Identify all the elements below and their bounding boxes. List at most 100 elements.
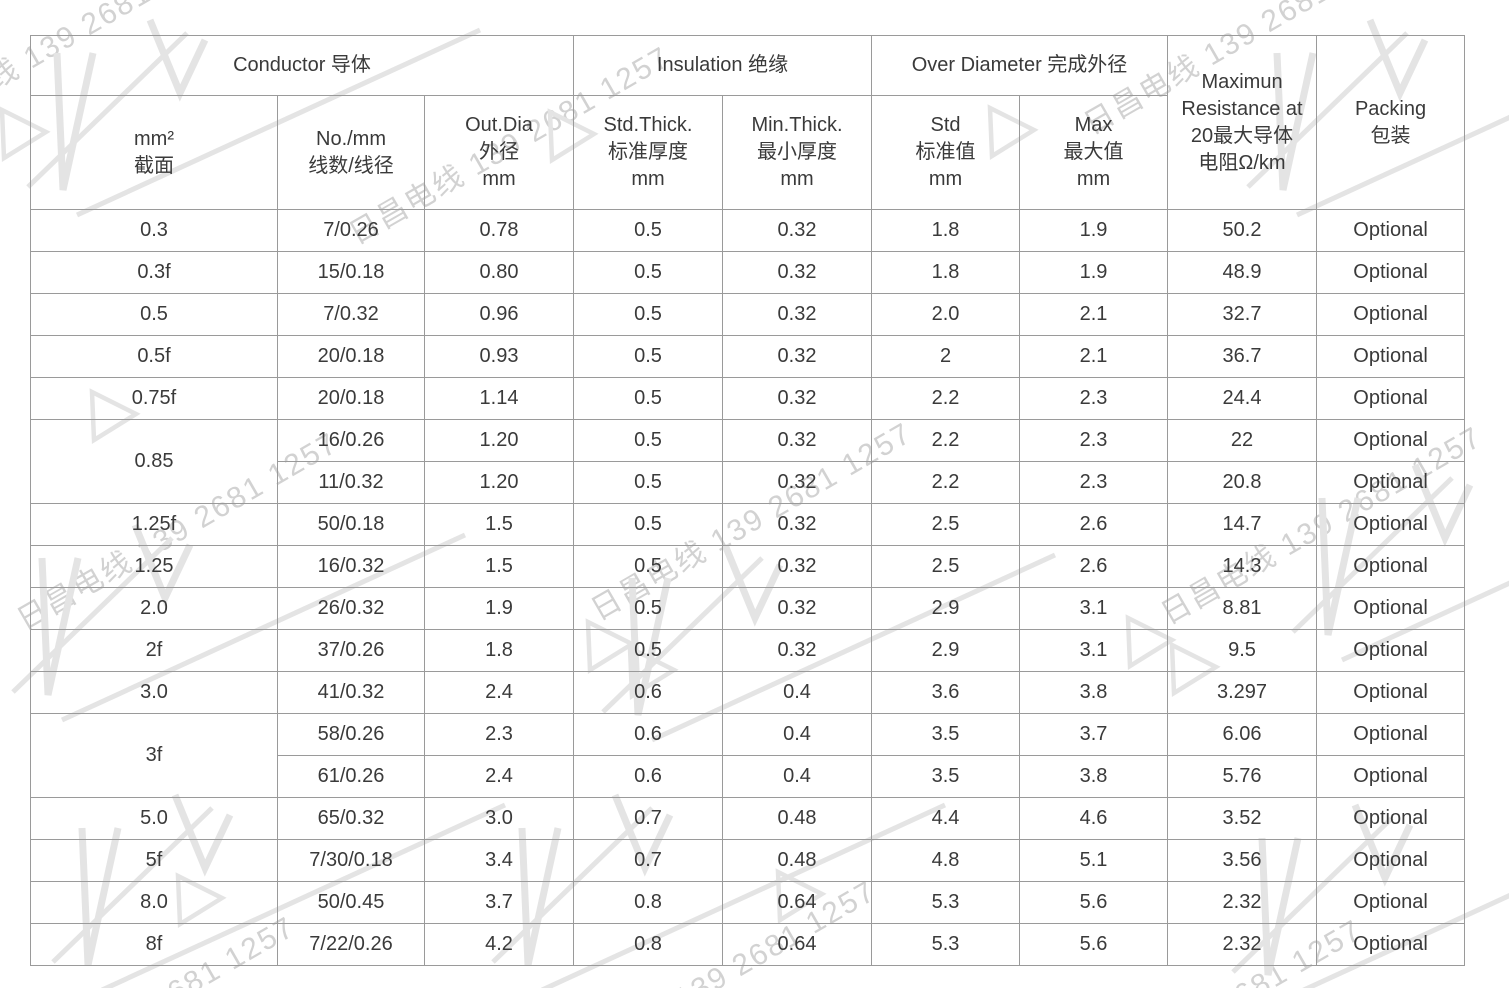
table-cell: 15/0.18: [277, 251, 425, 294]
table-cell: 2.6: [1019, 545, 1169, 588]
table-cell: 61/0.26: [277, 755, 425, 798]
table-cell: 9.5: [1167, 629, 1318, 672]
table-cell: 2.4: [424, 671, 574, 714]
table-cell: 0.3: [30, 209, 278, 252]
table-cell: Optional: [1316, 671, 1466, 714]
table-cell: 2.1: [1019, 293, 1169, 336]
table-cell: 2.3: [424, 713, 574, 756]
column-header: Min.Thick. 最小厚度 mm: [721, 95, 873, 210]
group-header: Over Diameter 完成外径: [871, 35, 1169, 96]
table-cell: 1.5: [424, 545, 574, 588]
table-cell: 1.9: [1019, 209, 1169, 252]
table-cell: Optional: [1316, 377, 1466, 420]
table-cell: 3.5: [871, 713, 1021, 756]
table-cell: 2.0: [30, 587, 278, 630]
table-cell: 8f: [30, 923, 278, 966]
table-cell: 2.2: [871, 377, 1021, 420]
table-cell: Optional: [1316, 629, 1466, 672]
table-cell: 0.5: [30, 293, 278, 336]
table-row: 0.3f 15/0.18 0.80 0.5 0.32 1.8 1.9 48.9 Optional: [30, 251, 1466, 294]
watermark-triangle: [0, 106, 51, 162]
table-cell: 50.2: [1167, 209, 1318, 252]
table-cell: 0.32: [721, 377, 873, 420]
table-cell: 2: [871, 335, 1021, 378]
table-cell: 0.4: [721, 713, 873, 756]
table-cell: 20/0.18: [277, 377, 425, 420]
table-cell: 24.4: [1167, 377, 1318, 420]
table-cell: 58/0.26: [277, 713, 425, 756]
table-cell: 1.9: [424, 587, 574, 630]
column-header: mm² 截面: [30, 95, 278, 210]
table-cell: 0.78: [424, 209, 574, 252]
spec-table-body: 0.3 7/0.26 0.78 0.5 0.32 1.8 1.9 50.2 Optional 0.…: [30, 209, 1466, 966]
table-row: 0.5f 20/0.18 0.93 0.5 0.32 2 2.1 36.7 Optional: [30, 335, 1466, 378]
table-cell: 0.6: [573, 755, 723, 798]
table-cell: 20.8: [1167, 461, 1318, 504]
table-cell: 32.7: [1167, 293, 1318, 336]
table-cell: 2.3: [1019, 377, 1169, 420]
table-cell: Optional: [1316, 293, 1466, 336]
table-cell: 0.8: [573, 923, 723, 966]
table-cell: 0.6: [573, 713, 723, 756]
table-cell: Optional: [1316, 461, 1466, 504]
table-cell: 1.8: [871, 251, 1021, 294]
table-cell: 1.20: [424, 461, 574, 504]
table-cell: Optional: [1316, 209, 1466, 252]
table-cell: 0.85: [30, 419, 278, 504]
table-cell: 0.93: [424, 335, 574, 378]
table-row: 0.75f 20/0.18 1.14 0.5 0.32 2.2 2.3 24.4 Optiona…: [30, 377, 1466, 420]
table-cell: 3.6: [871, 671, 1021, 714]
table-cell: 3.7: [1019, 713, 1169, 756]
table-cell: 0.5: [573, 209, 723, 252]
table-cell: 7/30/0.18: [277, 839, 425, 882]
table-cell: Optional: [1316, 545, 1466, 588]
table-cell: 0.32: [721, 587, 873, 630]
table-cell: 0.32: [721, 335, 873, 378]
table-cell: 3.8: [1019, 671, 1169, 714]
table-cell: 0.5: [573, 293, 723, 336]
table-cell: Optional: [1316, 335, 1466, 378]
table-cell: 1.8: [871, 209, 1021, 252]
table-cell: 1.14: [424, 377, 574, 420]
table-cell: 0.75f: [30, 377, 278, 420]
table-cell: 0.64: [721, 881, 873, 924]
table-cell: Optional: [1316, 251, 1466, 294]
table-cell: 2.32: [1167, 923, 1318, 966]
spec-table-container: Conductor 导体 Insulation 绝缘 Over Diameter 完…: [30, 35, 1466, 966]
table-cell: 4.6: [1019, 797, 1169, 840]
table-cell: Optional: [1316, 881, 1466, 924]
table-cell: 2.1: [1019, 335, 1169, 378]
table-row: 2f 37/0.26 1.8 0.5 0.32 2.9 3.1 9.5 Optional: [30, 629, 1466, 672]
table-cell: 2.0: [871, 293, 1021, 336]
table-cell: 0.3f: [30, 251, 278, 294]
column-header: Std.Thick. 标准厚度 mm: [573, 95, 723, 210]
table-row: 8.0 50/0.45 3.7 0.8 0.64 5.3 5.6 2.32 Optional: [30, 881, 1466, 924]
table-cell: 0.4: [721, 671, 873, 714]
table-cell: 2.5: [871, 545, 1021, 588]
table-row: 5.0 65/0.32 3.0 0.7 0.48 4.4 4.6 3.52 Optional: [30, 797, 1466, 840]
table-cell: 0.5: [573, 377, 723, 420]
table-cell: 2.9: [871, 629, 1021, 672]
table-cell: 3.7: [424, 881, 574, 924]
table-cell: 3.52: [1167, 797, 1318, 840]
table-cell: 26/0.32: [277, 587, 425, 630]
table-row: 1.25f 50/0.18 1.5 0.5 0.32 2.5 2.6 14.7 Optional: [30, 503, 1466, 546]
table-cell: 11/0.32: [277, 461, 425, 504]
table-cell: 1.25: [30, 545, 278, 588]
table-cell: 3.1: [1019, 587, 1169, 630]
table-cell: 1.8: [424, 629, 574, 672]
table-row: 1.25 16/0.32 1.5 0.5 0.32 2.5 2.6 14.3 Optional: [30, 545, 1466, 588]
table-cell: 3.8: [1019, 755, 1169, 798]
table-cell: 0.7: [573, 839, 723, 882]
column-header: Out.Dia 外径 mm: [424, 95, 574, 210]
table-row: 0.3 7/0.26 0.78 0.5 0.32 1.8 1.9 50.2 Optional: [30, 209, 1466, 252]
table-cell: 0.80: [424, 251, 574, 294]
table-cell: 0.32: [721, 461, 873, 504]
table-cell: Optional: [1316, 503, 1466, 546]
table-cell: 5.6: [1019, 881, 1169, 924]
table-cell: 2.9: [871, 587, 1021, 630]
column-header: Max 最大值 mm: [1019, 95, 1169, 210]
table-cell: 48.9: [1167, 251, 1318, 294]
table-cell: 2.2: [871, 419, 1021, 462]
